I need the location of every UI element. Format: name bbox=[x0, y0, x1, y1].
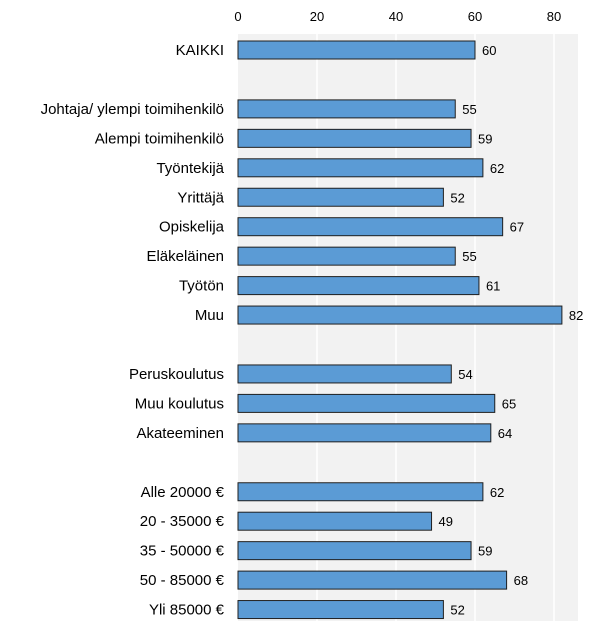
category-label: Työtön bbox=[179, 278, 224, 295]
category-labels: KAIKKI Johtaja/ ylempi toimihenkilö Alempi… bbox=[41, 42, 225, 619]
category-label: Eläkeläinen bbox=[146, 248, 224, 265]
x-tick-label: 60 bbox=[468, 9, 482, 24]
value-label: 59 bbox=[478, 131, 492, 146]
category-label: 50 - 85000 € bbox=[140, 572, 225, 589]
value-label: 60 bbox=[482, 43, 496, 58]
category-label: Yrittäjä bbox=[177, 189, 224, 206]
bar bbox=[237, 217, 504, 237]
value-label: 62 bbox=[490, 485, 504, 500]
category-label: Yli 85000 € bbox=[149, 602, 225, 619]
category-label: 20 - 35000 € bbox=[140, 513, 225, 530]
bar bbox=[237, 570, 508, 590]
value-label: 59 bbox=[478, 544, 492, 559]
x-tick-label: 0 bbox=[234, 9, 241, 24]
x-tick-label: 40 bbox=[389, 9, 403, 24]
value-label: 65 bbox=[502, 396, 516, 411]
value-label: 82 bbox=[569, 308, 583, 323]
category-label: Muu koulutus bbox=[135, 395, 224, 412]
x-tick-label: 20 bbox=[310, 9, 324, 24]
category-label: KAIKKI bbox=[176, 42, 224, 59]
value-label: 68 bbox=[514, 573, 528, 588]
category-label: Alempi toimihenkilö bbox=[95, 130, 224, 147]
category-label: Muu bbox=[195, 307, 224, 324]
category-label: Opiskelija bbox=[159, 219, 225, 236]
value-label: 64 bbox=[498, 426, 512, 441]
value-label: 61 bbox=[486, 279, 500, 294]
value-label: 52 bbox=[450, 603, 464, 618]
x-tick-label: 80 bbox=[547, 9, 561, 24]
category-label: Akateeminen bbox=[136, 425, 224, 442]
bar bbox=[237, 482, 484, 502]
value-label: 55 bbox=[462, 249, 476, 264]
bar bbox=[237, 423, 492, 443]
bar bbox=[237, 364, 452, 384]
category-label: Johtaja/ ylempi toimihenkilö bbox=[41, 101, 224, 118]
value-label: 54 bbox=[458, 367, 472, 382]
bar bbox=[237, 99, 456, 119]
bar bbox=[237, 541, 472, 561]
bars bbox=[237, 40, 563, 620]
bar bbox=[237, 158, 484, 178]
bar bbox=[237, 276, 480, 296]
x-axis-ticks: 0 20 40 60 80 bbox=[234, 9, 561, 24]
bar bbox=[237, 393, 496, 413]
value-label: 62 bbox=[490, 161, 504, 176]
category-label: Peruskoulutus bbox=[129, 366, 224, 383]
category-label: Alle 20000 € bbox=[141, 484, 225, 501]
category-label: Työntekijä bbox=[156, 160, 224, 177]
bar bbox=[237, 511, 433, 531]
bar bbox=[237, 40, 476, 60]
value-label: 67 bbox=[510, 220, 524, 235]
bar bbox=[237, 246, 456, 266]
plot-background bbox=[238, 34, 578, 621]
category-label: 35 - 50000 € bbox=[140, 543, 225, 560]
bar bbox=[237, 187, 444, 207]
value-label: 55 bbox=[462, 102, 476, 117]
value-label: 52 bbox=[450, 190, 464, 205]
bar bbox=[237, 128, 472, 148]
value-label: 49 bbox=[439, 514, 453, 529]
bar bbox=[237, 600, 444, 620]
bar bbox=[237, 305, 563, 325]
